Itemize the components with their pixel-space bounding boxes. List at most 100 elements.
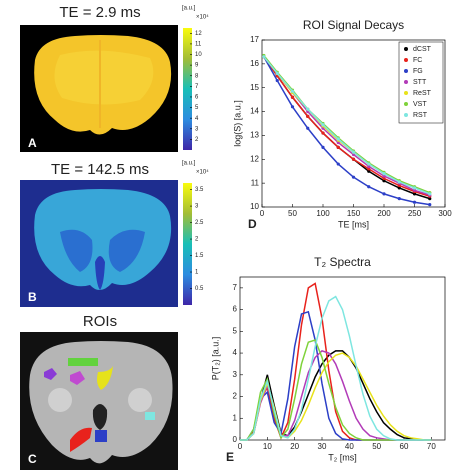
data-point bbox=[428, 203, 432, 207]
colorbar-tick-label: 10 bbox=[195, 52, 202, 58]
data-point bbox=[397, 180, 401, 184]
data-point bbox=[367, 162, 371, 166]
data-point bbox=[428, 192, 432, 196]
series-line bbox=[263, 55, 431, 194]
legend-marker bbox=[404, 113, 408, 117]
legend-label: STT bbox=[413, 79, 427, 86]
panel-title: TE = 2.9 ms bbox=[59, 4, 140, 21]
data-point bbox=[367, 185, 371, 189]
x-tick-label: 200 bbox=[377, 209, 391, 218]
series-line bbox=[240, 350, 432, 441]
data-point bbox=[397, 183, 401, 188]
panel-label: A bbox=[28, 136, 37, 150]
panel-label: E bbox=[226, 450, 234, 464]
data-point bbox=[306, 107, 310, 111]
panel-title: ROIs bbox=[83, 313, 117, 330]
data-point bbox=[382, 176, 386, 180]
y-tick-label: 5 bbox=[233, 326, 238, 335]
colorbar-tick-label: 1 bbox=[195, 270, 199, 276]
x-tick-label: 40 bbox=[345, 442, 354, 451]
y-tick-label: 6 bbox=[233, 305, 238, 314]
data-point bbox=[336, 145, 340, 149]
colorbar-tick-label: 2.5 bbox=[195, 220, 204, 226]
data-point bbox=[290, 89, 295, 93]
colorbar-unit: [a.u.] bbox=[182, 161, 196, 167]
y-tick-label: 16 bbox=[250, 59, 259, 68]
y-tick-label: 10 bbox=[250, 202, 259, 211]
data-point bbox=[428, 197, 432, 201]
data-point bbox=[367, 167, 371, 171]
plot-area bbox=[239, 276, 446, 441]
legend-marker bbox=[404, 58, 408, 62]
panel-label: B bbox=[28, 290, 37, 304]
y-tick-label: 0 bbox=[233, 435, 238, 444]
x-tick-label: 150 bbox=[347, 209, 361, 218]
data-point bbox=[306, 126, 310, 130]
x-tick-label: 250 bbox=[408, 209, 422, 218]
chart-title: T₂ Spectra bbox=[314, 255, 371, 269]
legend-marker bbox=[404, 47, 408, 51]
y-axis-label: log(S) [a.u.] bbox=[232, 100, 242, 147]
image-c bbox=[20, 332, 178, 470]
data-point bbox=[367, 169, 371, 173]
series-line bbox=[240, 295, 432, 441]
data-point bbox=[290, 105, 295, 109]
colorbar-tick-label: 4 bbox=[195, 116, 199, 122]
panel-title: TE = 142.5 ms bbox=[51, 161, 149, 178]
data-point bbox=[351, 150, 356, 154]
data-point bbox=[336, 162, 340, 166]
y-tick-label: 7 bbox=[233, 283, 238, 292]
panel-label: C bbox=[28, 452, 37, 466]
x-tick-label: 300 bbox=[438, 209, 452, 218]
colorbar-tick-label: 2 bbox=[195, 137, 199, 143]
colorbar-tick-label: 12 bbox=[195, 31, 202, 37]
series-line bbox=[263, 56, 430, 197]
x-tick-label: 10 bbox=[263, 442, 272, 451]
x-tick-label: 20 bbox=[290, 442, 299, 451]
series-line bbox=[263, 56, 431, 195]
legend-marker bbox=[404, 80, 408, 84]
y-tick-label: 14 bbox=[250, 107, 259, 116]
data-point bbox=[397, 197, 401, 201]
colorbar-multiplier: ×10⁴ bbox=[196, 169, 209, 176]
colorbar-tick-label: 3 bbox=[195, 204, 199, 210]
image-b bbox=[20, 180, 192, 307]
data-point bbox=[321, 131, 325, 135]
y-tick-label: 13 bbox=[250, 131, 259, 140]
y-tick-label: 1 bbox=[233, 413, 238, 422]
data-point bbox=[262, 55, 266, 59]
colorbar-tick-label: 0.5 bbox=[195, 286, 204, 292]
y-tick-label: 15 bbox=[250, 83, 259, 92]
x-tick-label: 0 bbox=[260, 209, 265, 218]
colorbar-tick-label: 6 bbox=[195, 95, 199, 101]
colorbar-tick-label: 3 bbox=[195, 126, 199, 132]
x-tick-label: 60 bbox=[400, 442, 409, 451]
colorbar-tick-label: 3.5 bbox=[195, 187, 204, 193]
data-point bbox=[321, 145, 325, 149]
x-tick-label: 100 bbox=[316, 209, 330, 218]
legend-label: RST bbox=[413, 112, 428, 119]
y-tick-label: 12 bbox=[250, 154, 259, 163]
colorbar-tick-label: 8 bbox=[195, 73, 199, 79]
legend-label: dCST bbox=[413, 46, 432, 53]
y-tick-label: 11 bbox=[251, 178, 260, 187]
x-tick-label: 70 bbox=[427, 442, 436, 451]
data-point bbox=[382, 192, 386, 196]
y-tick-label: 3 bbox=[233, 370, 238, 379]
colorbar-unit: [a.u.] bbox=[182, 6, 196, 12]
y-tick-label: 17 bbox=[250, 35, 259, 44]
y-tick-label: 4 bbox=[233, 348, 238, 357]
legend-label: FC bbox=[413, 57, 422, 64]
x-axis-label: TE [ms] bbox=[338, 219, 369, 229]
x-tick-label: 50 bbox=[372, 442, 381, 451]
chart-title: ROI Signal Decays bbox=[303, 18, 404, 32]
colorbar-tick-label: 7 bbox=[195, 84, 199, 90]
data-point bbox=[412, 200, 417, 204]
data-point bbox=[412, 186, 417, 190]
data-point bbox=[382, 172, 386, 176]
legend-marker bbox=[404, 91, 408, 95]
colorbar-tick-label: 1.5 bbox=[195, 253, 204, 259]
data-point bbox=[336, 137, 340, 141]
legend-marker bbox=[404, 69, 408, 73]
data-point bbox=[412, 192, 417, 196]
